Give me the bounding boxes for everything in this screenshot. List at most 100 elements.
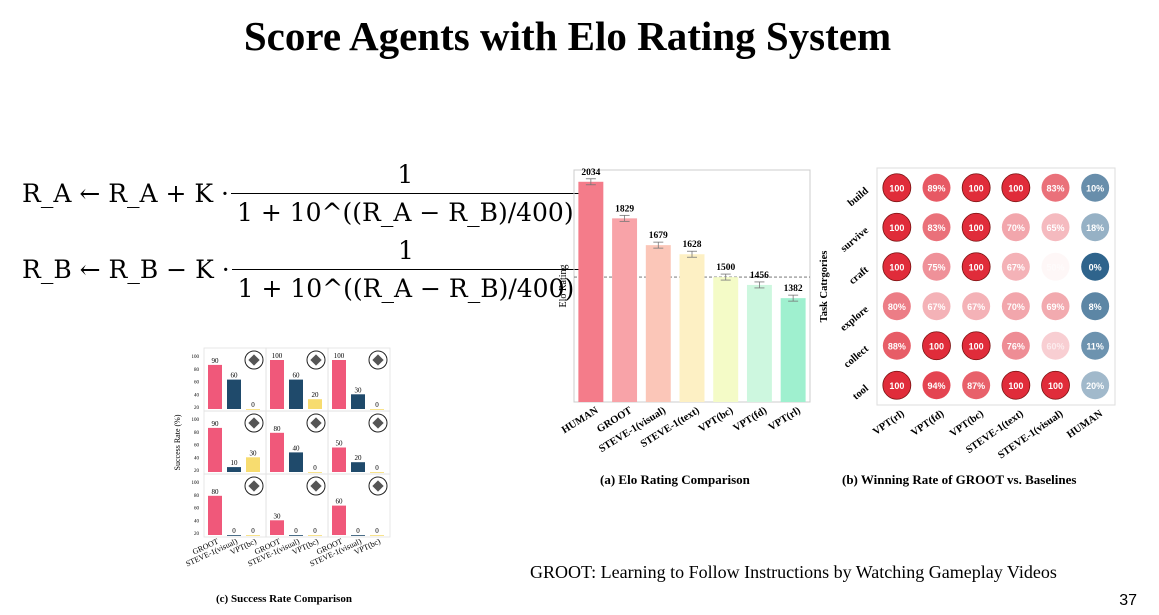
data-label: 10 [231, 459, 239, 467]
mushroom-icon [244, 476, 264, 496]
success-bar [289, 535, 303, 536]
data-label: 0 [251, 527, 255, 535]
y-tick-label: 60 [194, 507, 200, 512]
heatmap-cell [922, 173, 951, 202]
data-label: 50 [336, 440, 344, 448]
cell-value: 67% [927, 302, 945, 312]
success-chart-caption: (c) Success Rate Comparison [216, 593, 352, 605]
formula-b-numerator: 1 [397, 236, 414, 265]
data-label: 0 [375, 464, 379, 472]
heatmap-cell [1001, 331, 1030, 360]
success-bar [208, 427, 222, 472]
cell-value: 11% [1086, 341, 1104, 351]
success-bar [351, 394, 365, 409]
formula-a-lhs: R_A ← R_A + K · [22, 179, 230, 208]
elo-bar [645, 245, 671, 402]
data-label: 90 [212, 357, 220, 365]
y-tick-label: 80 [194, 494, 200, 499]
block-icon [244, 350, 264, 370]
success-bar [270, 432, 284, 472]
cell-value: 8% [1089, 302, 1102, 312]
data-label: 20 [312, 391, 320, 399]
success-bar [351, 535, 365, 536]
success-bar [227, 379, 241, 409]
x-tick-label: VPT(bc) [697, 405, 736, 435]
success-bar [370, 472, 384, 473]
success-bar [289, 379, 303, 409]
formula-b-denominator: 1 + 10^((R_A − R_B)/400) [231, 269, 581, 303]
cell-value: 80% [888, 302, 906, 312]
tool-icon [306, 476, 326, 496]
elo-bar [713, 277, 739, 402]
heatmap-cell [882, 212, 912, 242]
success-bar [270, 520, 284, 535]
y-tick-label: 20 [194, 469, 200, 474]
data-label: 60 [336, 498, 344, 506]
col-label: HUMAN [1065, 408, 1105, 441]
elo-bar [679, 254, 705, 402]
heatmap-cell [1081, 371, 1110, 400]
sword-icon [368, 350, 388, 370]
cell-value: 100 [969, 183, 984, 193]
success-rate-chart: Success Rate (%)100806040201008060402010… [173, 347, 391, 568]
rope-icon [306, 413, 326, 433]
heatmap-cell [1001, 173, 1031, 203]
col-label: VPT(rl) [871, 408, 907, 438]
heatmap-caption: (b) Winning Rate of GROOT vs. Baselines [842, 472, 1077, 487]
cell-value: 88% [888, 341, 906, 351]
data-label: 30 [355, 386, 363, 394]
x-tick-label: HUMAN [560, 405, 601, 436]
data-label: 80 [274, 425, 282, 433]
cell-value: 87% [967, 381, 985, 391]
cell-value: 100 [969, 223, 984, 233]
data-label: 1500 [716, 263, 735, 273]
data-label: 1628 [683, 240, 702, 250]
heatmap-cell [1081, 292, 1110, 321]
data-label: 60 [231, 372, 239, 380]
heatmap-cell [1001, 292, 1030, 321]
icon-glyph [372, 480, 384, 492]
cell-value: 20% [1086, 381, 1104, 391]
cell-value: 60% [1046, 341, 1064, 351]
cell-value: 100 [1008, 381, 1023, 391]
data-label: 20 [355, 454, 363, 462]
cell-value: 75% [927, 262, 945, 272]
y-axis-label: Elo Rating [558, 264, 569, 307]
cell-value: 83% [927, 223, 945, 233]
cell-value: 100 [889, 223, 904, 233]
data-label: 1456 [750, 271, 769, 281]
heatmap-cell [1081, 213, 1110, 242]
data-label: 100 [272, 352, 283, 360]
cell-value: 0% [1089, 262, 1102, 272]
heatmap-cell [962, 292, 991, 321]
col-label: VPT(fd) [909, 408, 946, 439]
success-bar [332, 360, 346, 409]
y-tick-label: 100 [192, 481, 200, 486]
y-tick-label: 20 [194, 532, 200, 537]
data-label: 90 [212, 420, 220, 428]
data-label: 0 [251, 401, 255, 409]
data-label: 1829 [615, 204, 634, 214]
heatmap-cell [961, 331, 991, 361]
heatmap-cell [1081, 331, 1110, 360]
heatmap-cell [922, 371, 951, 400]
cell-value: 10% [1086, 183, 1104, 193]
elo-formula-a: R_A ← R_A + K · 1 1 + 10^((R_A − R_B)/40… [22, 160, 590, 227]
cell-value: 100 [1048, 381, 1063, 391]
y-tick-label: 80 [194, 431, 200, 436]
elo-rating-chart: Elo Rating2034HUMAN1829GROOT1679STEVE-1(… [558, 168, 811, 455]
elo-bar [780, 298, 806, 402]
y-tick-label: 60 [194, 444, 200, 449]
icon-glyph [310, 480, 322, 492]
heatmap-cell [1081, 173, 1110, 202]
elo-chart-caption: (a) Elo Rating Comparison [600, 472, 750, 487]
cell-value: 100 [969, 262, 984, 272]
data-label: 40 [293, 444, 301, 452]
cell-value: 50% [1046, 262, 1064, 272]
row-label: craft [847, 264, 871, 287]
cell-value: 94% [927, 381, 945, 391]
elo-bar [746, 284, 772, 402]
cell-value: 69% [1046, 302, 1064, 312]
slide-title: Score Agents with Elo Rating System [243, 13, 892, 59]
panel-frame [327, 473, 391, 538]
